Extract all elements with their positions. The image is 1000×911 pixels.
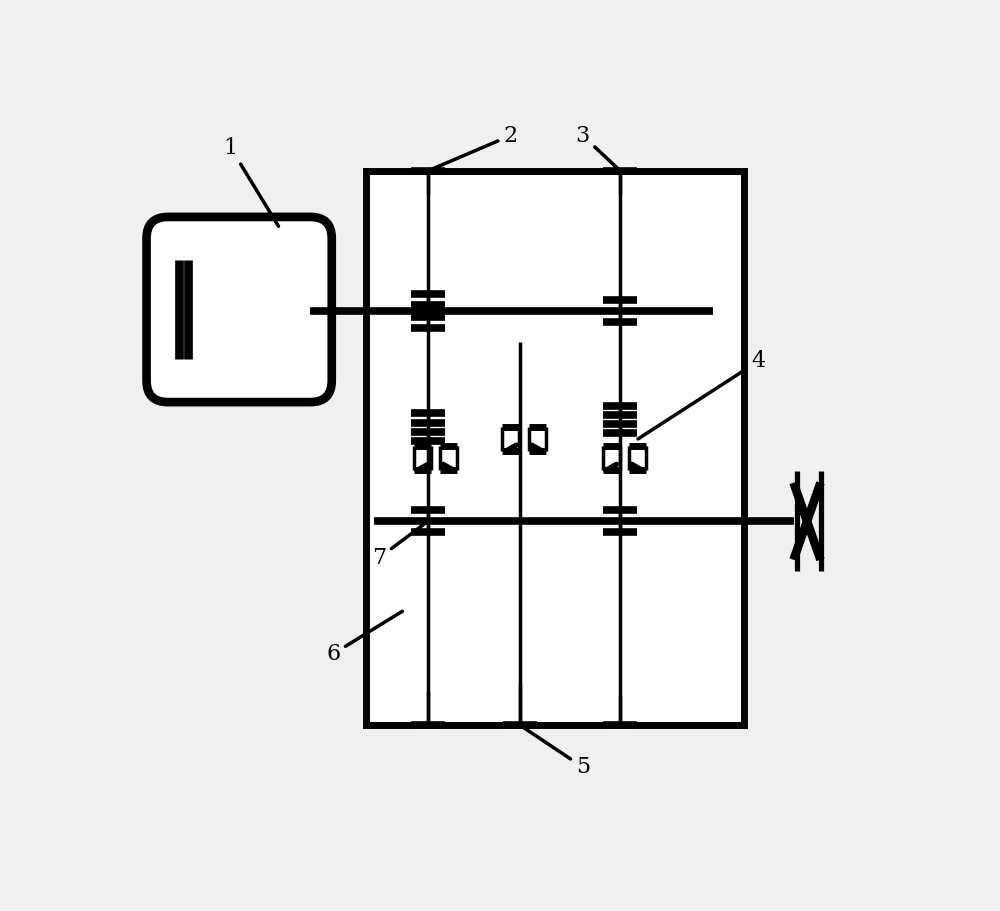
FancyBboxPatch shape <box>147 217 332 402</box>
Text: 7: 7 <box>372 523 426 568</box>
Text: 5: 5 <box>523 727 590 778</box>
Text: 6: 6 <box>326 611 402 665</box>
Text: 4: 4 <box>638 350 765 439</box>
Text: 1: 1 <box>224 137 279 226</box>
Text: 2: 2 <box>430 125 517 169</box>
Text: 3: 3 <box>576 125 618 169</box>
Bar <box>366 171 744 725</box>
